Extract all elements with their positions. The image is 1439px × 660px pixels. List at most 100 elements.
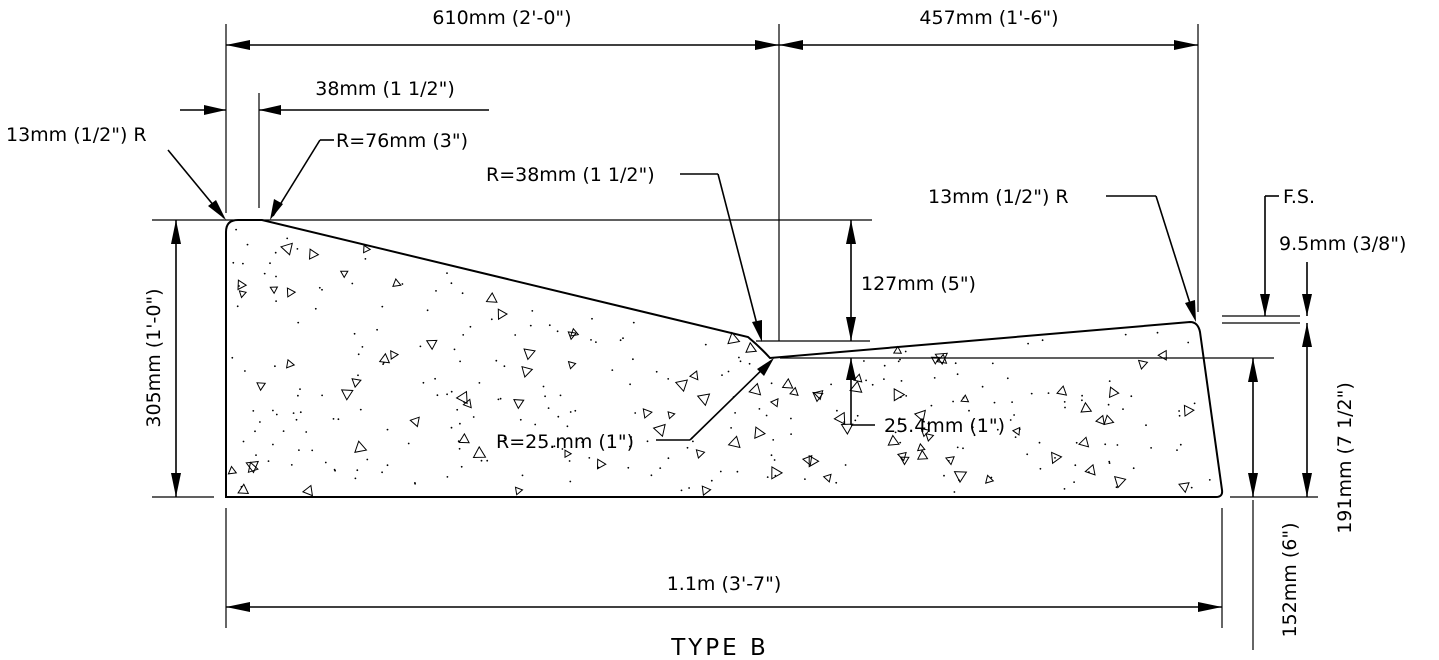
aggregate-speck <box>272 443 274 446</box>
aggregate-mark <box>256 382 267 392</box>
aggregate-speck <box>1014 436 1017 438</box>
aggregate-speck <box>619 339 622 342</box>
aggregate-speck <box>460 465 463 468</box>
aggregate-mark <box>913 409 926 423</box>
label-back-height: 191mm (7 1/2") <box>1334 382 1356 534</box>
aggregate-speck <box>1130 395 1133 398</box>
aggregate-speck <box>361 346 364 348</box>
aggregate-speck <box>1190 486 1193 489</box>
aggregate-speck <box>236 305 239 308</box>
aggregate-speck <box>472 416 475 418</box>
aggregate-speck <box>692 440 694 443</box>
aggregate-speck <box>927 422 930 425</box>
aggregate-mark <box>781 377 794 389</box>
aggregate-speck <box>376 328 378 331</box>
aggregate-speck <box>553 445 556 448</box>
aggregate-speck <box>899 396 902 399</box>
aggregate-speck <box>314 307 317 310</box>
aggregate-speck <box>486 459 489 462</box>
aggregate-speck <box>274 365 276 368</box>
aggregate-speck <box>244 370 246 372</box>
aggregate-mark <box>354 440 368 453</box>
aggregate-mark <box>247 461 259 474</box>
aggregate-speck <box>1116 444 1119 446</box>
aggregate-speck <box>381 305 384 308</box>
aggregate-speck <box>1178 410 1180 412</box>
aggregate-speck <box>730 427 732 429</box>
aggregate-speck <box>456 408 459 411</box>
aggregate-speck <box>1193 402 1196 405</box>
aggregate-speck <box>1088 471 1090 473</box>
aggregate-speck <box>556 330 559 333</box>
aggregate-speck <box>519 418 522 421</box>
aggregate-speck <box>686 446 689 449</box>
aggregate-speck <box>1039 467 1042 470</box>
aggregate-speck <box>883 378 885 380</box>
aggregate-speck <box>629 445 631 448</box>
label-top-radius: R=76mm (3") <box>336 130 468 152</box>
aggregate-speck <box>422 381 425 384</box>
aggregate-mark <box>920 427 931 438</box>
aggregate-speck <box>356 469 359 472</box>
aggregate-mark <box>925 433 935 442</box>
aggregate-speck <box>357 353 360 356</box>
aggregate-speck <box>259 421 261 423</box>
aggregate-speck <box>993 401 996 404</box>
aggregate-mark <box>1108 386 1120 399</box>
aggregate-speck <box>933 377 936 379</box>
aggregate-speck <box>1054 457 1056 459</box>
concrete-hatch <box>227 228 1211 497</box>
aggregate-speck <box>299 411 302 414</box>
label-pan-height: 152mm (6") <box>1279 523 1301 638</box>
aggregate-mark <box>916 449 929 460</box>
aggregate-speck <box>547 407 550 409</box>
aggregate-speck <box>627 466 630 469</box>
aggregate-speck <box>973 434 976 437</box>
aggregate-speck <box>632 358 634 361</box>
aggregate-mark <box>339 270 349 279</box>
aggregate-speck <box>894 431 897 434</box>
aggregate-speck <box>1030 392 1033 395</box>
aggregate-speck <box>296 248 299 250</box>
aggregate-speck <box>450 282 453 285</box>
aggregate-speck <box>436 394 439 397</box>
aggregate-speck <box>971 426 974 429</box>
aggregate-speck <box>863 360 865 362</box>
aggregate-speck <box>461 292 464 295</box>
aggregate-mark <box>523 348 536 361</box>
aggregate-speck <box>790 433 792 435</box>
dimension-lines <box>171 40 1312 612</box>
aggregate-speck <box>364 258 367 260</box>
aggregate-speck <box>299 388 301 390</box>
aggregate-speck <box>590 339 592 341</box>
aggregate-speck <box>531 310 534 312</box>
aggregate-speck <box>930 404 933 407</box>
label-lip-thickness: 9.5mm (3/8") <box>1279 233 1406 255</box>
aggregate-mark <box>1103 414 1115 426</box>
aggregate-mark <box>801 454 813 467</box>
aggregate-mark <box>458 432 470 444</box>
section-outline <box>225 219 1224 498</box>
aggregate-speck <box>680 489 683 492</box>
label-base-width: 1.1m (3'-7") <box>667 573 782 595</box>
aggregate-speck <box>263 272 266 275</box>
aggregate-speck <box>269 262 271 265</box>
aggregate-mark <box>1113 476 1127 489</box>
aggregate-speck <box>1064 406 1066 409</box>
aggregate-speck <box>622 337 624 340</box>
aggregate-speck <box>462 334 465 336</box>
aggregate-speck <box>407 442 410 445</box>
aggregate-mark <box>564 449 573 459</box>
aggregate-speck <box>321 288 323 291</box>
aggregate-speck <box>611 369 614 371</box>
aggregate-mark <box>390 349 400 360</box>
aggregate-mark <box>521 365 534 378</box>
drawing-title: TYPE B <box>670 635 769 660</box>
aggregate-speck <box>275 300 277 302</box>
aggregate-mark <box>695 449 706 459</box>
aggregate-speck <box>996 428 999 431</box>
aggregate-mark <box>667 411 676 420</box>
aggregate-mark <box>237 483 250 495</box>
aggregate-speck <box>968 409 970 412</box>
aggregate-speck <box>386 428 389 431</box>
